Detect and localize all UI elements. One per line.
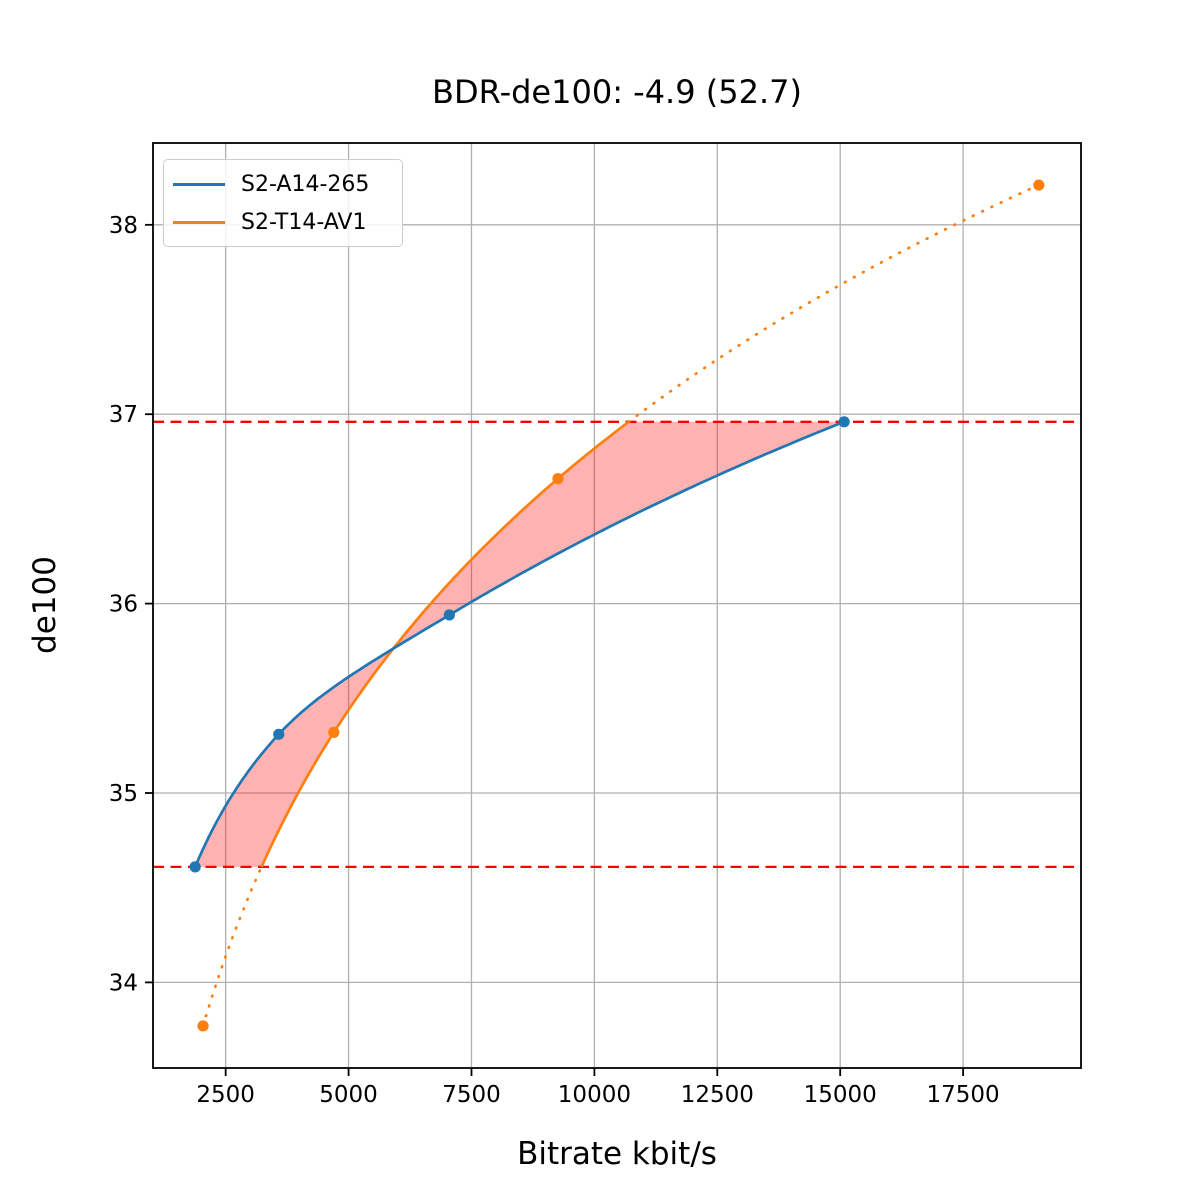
data-point-marker (328, 726, 340, 738)
legend: S2-A14-265 S2-T14-AV1 (163, 159, 403, 247)
plot-border (152, 142, 1082, 1069)
series-line-dotted-low (201, 865, 263, 1028)
series-line-blue (193, 420, 845, 868)
series-line-dotted-high (627, 183, 1041, 424)
data-point-marker (552, 473, 564, 485)
data-point-marker (189, 861, 201, 873)
x-tick-label: 17500 (927, 1082, 1000, 1108)
legend-label-0: S2-A14-265 (241, 171, 370, 197)
data-point-marker (443, 609, 455, 621)
data-point-marker (273, 728, 285, 740)
series-line-orange (260, 420, 630, 868)
data-point-marker (197, 1020, 209, 1032)
legend-line-sample-1 (173, 220, 225, 224)
x-tick-label: 7500 (442, 1082, 501, 1108)
data-point-marker (838, 416, 850, 428)
data-point-marker (1033, 179, 1045, 191)
x-tick-label: 12500 (681, 1082, 754, 1108)
y-axis-label: de100 (27, 556, 63, 654)
x-tick-label: 2500 (196, 1082, 255, 1108)
x-tick-label: 10000 (558, 1082, 631, 1108)
x-tick-label: 15000 (804, 1082, 877, 1108)
y-tick-label: 38 (109, 213, 138, 239)
chart-title: BDR-de100: -4.9 (52.7) (432, 73, 802, 111)
legend-label-1: S2-T14-AV1 (241, 209, 367, 235)
legend-line-sample-0 (173, 182, 225, 186)
legend-item-1: S2-T14-AV1 (173, 207, 390, 237)
legend-item-0: S2-A14-265 (173, 169, 390, 199)
y-tick-label: 34 (109, 970, 138, 996)
x-tick-label: 5000 (319, 1082, 378, 1108)
x-axis-label: Bitrate kbit/s (517, 1136, 717, 1172)
y-tick-label: 37 (109, 402, 138, 428)
bd-shade-region (195, 421, 845, 867)
y-tick-label: 36 (109, 592, 138, 618)
y-tick-label: 35 (109, 781, 138, 807)
